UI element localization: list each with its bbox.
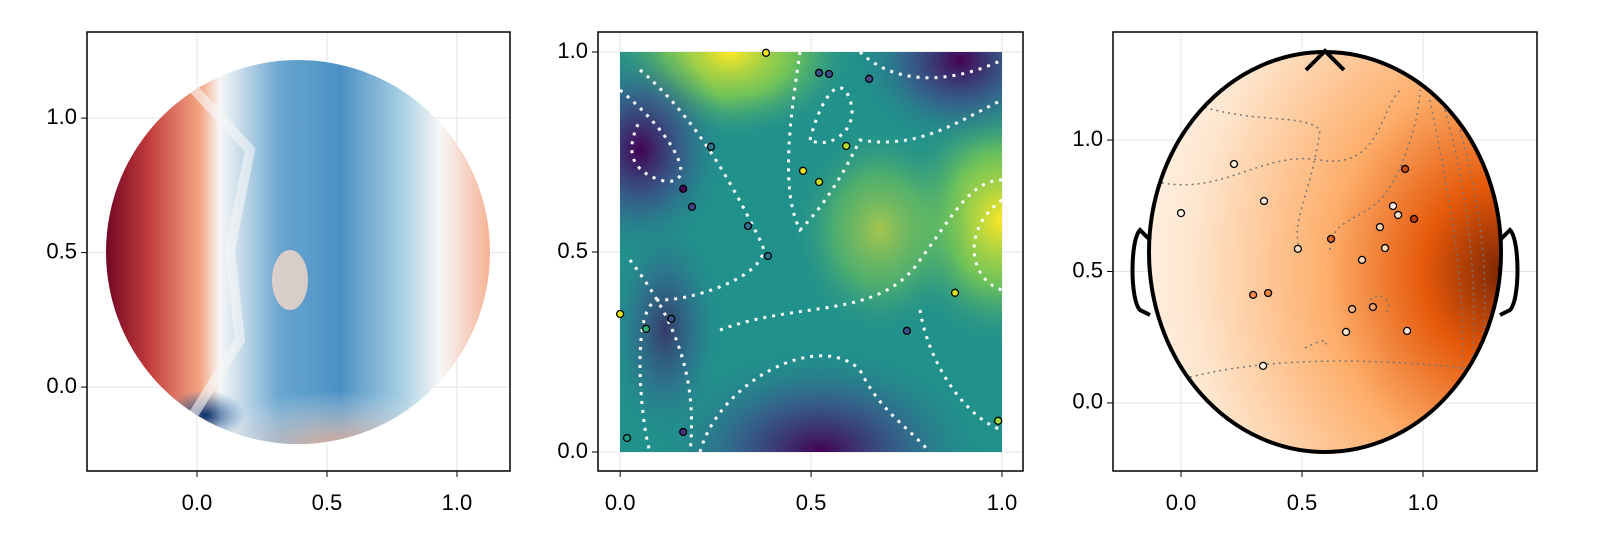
axes-frame xyxy=(597,31,1024,472)
electrode-point xyxy=(824,69,834,79)
electrode-point xyxy=(1375,222,1385,232)
electrode-point xyxy=(763,251,773,261)
x-tick-label: 0.0 xyxy=(182,490,213,515)
electrode-point xyxy=(864,74,874,83)
electrode-point xyxy=(1293,244,1303,254)
axes-layer: 0.0 0.5 1.0 0.0 0.5 1.0 0.0 0.5 1.0 0.0 0.5 1.0 0.0 0… xyxy=(46,31,1538,515)
electrode-point xyxy=(667,314,676,323)
axes-frame xyxy=(86,31,511,472)
y-tick-label: 1.0 xyxy=(46,104,77,129)
electrode-point xyxy=(1380,243,1390,253)
electrode-point xyxy=(1229,159,1239,169)
electrode-point xyxy=(641,324,651,333)
electrode-point xyxy=(1341,327,1351,337)
electrode-point xyxy=(679,184,688,193)
y-tick-label: 0.0 xyxy=(1072,389,1103,414)
electrode-point xyxy=(1388,201,1398,211)
electrode-point xyxy=(615,309,625,319)
electrode-point xyxy=(1393,210,1403,220)
electrode-point xyxy=(994,416,1003,425)
electrode-point xyxy=(1409,214,1419,224)
heatmap xyxy=(106,60,490,444)
electrode-point xyxy=(1368,302,1378,312)
heatmap xyxy=(620,52,1002,452)
x-tick-label: 0.0 xyxy=(605,490,636,515)
electrode-point xyxy=(761,48,771,57)
points-layer xyxy=(615,48,1003,443)
y-tick-label: 1.0 xyxy=(557,38,588,63)
electrode-point xyxy=(814,68,824,77)
head xyxy=(1130,48,1520,454)
electrode-point xyxy=(687,202,697,211)
electrode-point xyxy=(842,141,851,151)
x-tick-label: 1.0 xyxy=(987,490,1018,515)
electrode-point xyxy=(1258,361,1268,371)
electrode-point xyxy=(950,288,960,297)
electrode-point xyxy=(1347,304,1357,314)
electrode-point xyxy=(1400,164,1410,174)
points-layer xyxy=(1176,159,1419,371)
electrode-point xyxy=(622,433,632,443)
electrode-point xyxy=(902,326,912,335)
electrode-point xyxy=(798,166,808,175)
electrode-point xyxy=(706,142,716,151)
y-tick-label: 0.5 xyxy=(557,238,588,263)
x-tick-label: 1.0 xyxy=(1408,490,1439,515)
electrode-point xyxy=(1263,288,1273,298)
x-tick-label: 1.0 xyxy=(442,490,473,515)
electrode-point xyxy=(1357,255,1367,265)
y-tick-label: 0.0 xyxy=(557,438,588,463)
electrode-point xyxy=(1259,196,1269,206)
electrode-point xyxy=(814,177,824,187)
electrode-point xyxy=(1326,234,1336,244)
y-tick-label: 0.0 xyxy=(46,373,77,398)
x-tick-label: 0.5 xyxy=(1287,490,1318,515)
y-tick-label: 0.5 xyxy=(1072,257,1103,282)
electrode-point xyxy=(743,221,753,231)
electrode-point xyxy=(1176,208,1186,218)
y-tick-label: 1.0 xyxy=(1072,126,1103,151)
electrode-point xyxy=(679,427,688,437)
x-tick-label: 0.5 xyxy=(312,490,343,515)
y-tick-label: 0.5 xyxy=(46,238,77,263)
electrode-point xyxy=(1248,290,1258,300)
x-tick-label: 0.0 xyxy=(1166,490,1197,515)
x-tick-label: 0.5 xyxy=(796,490,827,515)
axes-frame xyxy=(1112,31,1538,472)
electrode-point xyxy=(1402,326,1412,336)
